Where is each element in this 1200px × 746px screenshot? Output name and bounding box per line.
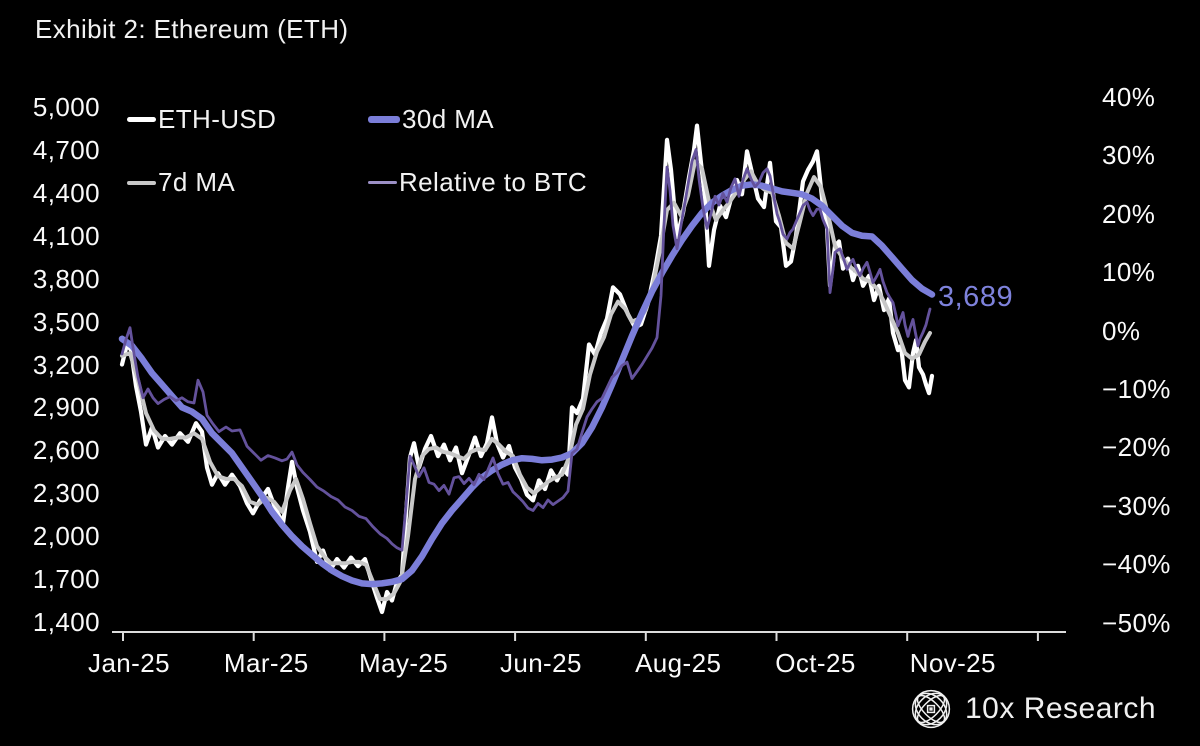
y-left-tick-label: 3,200	[32, 349, 100, 380]
y-left-tick-label: 4,700	[32, 134, 100, 165]
y-right-tick-label: −50%	[1102, 607, 1171, 638]
y-right-tick-label: −20%	[1102, 432, 1171, 463]
legend-label: Relative to BTC	[399, 167, 588, 197]
y-right-tick-label: −30%	[1102, 490, 1171, 521]
x-tick-label: Aug-25	[635, 648, 722, 678]
series-line-relative-to-btc	[120, 148, 932, 552]
y-right-tick-label: −10%	[1102, 374, 1171, 404]
y-left-tick-label: 3,500	[32, 306, 100, 337]
legend-swatch-relative-to-btc	[368, 180, 397, 185]
legend-label: ETH-USD	[158, 104, 277, 134]
legend-item-relative-to-btc: Relative to BTC	[368, 167, 587, 198]
legend-item-eth-usd: ETH-USD	[127, 104, 276, 135]
legend-label: 7d MA	[158, 167, 236, 197]
y-left-tick-label: 2,600	[32, 435, 100, 466]
legend-swatch-7d-ma	[127, 180, 156, 185]
y-right-tick-label: −40%	[1102, 549, 1171, 580]
y-left-tick-label: 1,700	[32, 564, 100, 595]
y-left-tick-label: 2,300	[32, 478, 100, 509]
legend-swatch-eth-usd	[127, 117, 156, 122]
y-left-tick-label: 2,000	[32, 521, 100, 552]
x-tick-label: Jan-25	[88, 648, 170, 678]
y-right-tick-label: 0%	[1102, 315, 1141, 346]
y-left-tick-label: 5,000	[32, 92, 100, 122]
legend-label: 30d MA	[402, 104, 495, 134]
y-right-tick-label: 30%	[1102, 140, 1156, 171]
legend-item-7d-ma: 7d MA	[127, 167, 235, 198]
y-left-tick-label: 2,900	[32, 392, 100, 423]
brand-name: 10x Research	[965, 692, 1157, 725]
y-left-tick-label: 4,100	[32, 220, 100, 251]
y-right-tick-label: 10%	[1102, 257, 1156, 288]
chart-title: Exhibit 2: Ethereum (ETH)	[35, 14, 349, 44]
y-right-tick-label: 20%	[1102, 198, 1156, 229]
series-line-7d-ma	[120, 159, 932, 602]
legend-item-30d-ma: 30d MA	[368, 104, 494, 135]
x-axis-line	[112, 631, 1066, 641]
x-tick-label: Mar-25	[223, 648, 309, 678]
x-tick-label: Oct-25	[775, 648, 856, 678]
x-tick-label: Nov-25	[909, 648, 996, 678]
legend-swatch-30d-ma	[368, 116, 400, 123]
y-left-tick-label: 4,400	[32, 177, 100, 208]
y-left-tick-label: 1,400	[32, 607, 100, 637]
y-right-tick-label: 40%	[1102, 82, 1156, 112]
brand-footer: 10x Research	[911, 689, 1156, 729]
lattice-globe-icon	[911, 689, 951, 729]
y-left-tick-label: 3,800	[32, 263, 100, 294]
series-line-30d-ma	[118, 181, 936, 588]
last-value-annotation: 3,689	[938, 281, 1014, 313]
x-tick-label: May-25	[359, 648, 449, 678]
x-tick-label: Jun-25	[499, 648, 582, 678]
